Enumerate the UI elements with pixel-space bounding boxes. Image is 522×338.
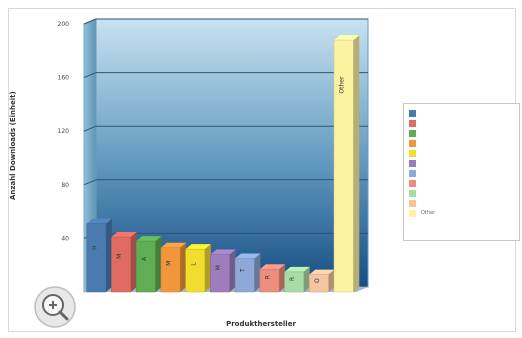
bar-front xyxy=(185,248,206,293)
bar-top xyxy=(210,249,236,255)
gridline-side xyxy=(83,72,97,79)
legend-item xyxy=(409,148,515,158)
bar-side xyxy=(303,266,310,292)
bar-label: R xyxy=(289,277,296,281)
bar-label: H xyxy=(91,245,98,250)
legend-item xyxy=(409,188,515,198)
bar-front xyxy=(309,274,329,293)
bar-side xyxy=(279,264,286,292)
zoom-in-icon[interactable] xyxy=(31,283,81,333)
bar-front xyxy=(284,271,305,293)
bar-side xyxy=(155,236,162,292)
bar-label: Other xyxy=(339,76,346,94)
legend-item xyxy=(409,168,515,178)
y-tick-label: 200 xyxy=(58,21,70,28)
legend-item xyxy=(409,128,515,138)
bar-top xyxy=(111,232,137,238)
legend-swatch xyxy=(409,199,416,207)
bar: O xyxy=(309,269,335,293)
bar-top xyxy=(309,269,335,275)
y-tick-label: 160 xyxy=(58,75,70,82)
bar-top xyxy=(235,253,261,259)
bar: M xyxy=(111,232,137,293)
bar-top xyxy=(284,266,310,272)
bar-front xyxy=(135,240,156,293)
bar-top xyxy=(86,218,113,224)
gridline-side xyxy=(83,179,97,186)
y-tick-label: 40 xyxy=(61,235,69,242)
bar-label: A xyxy=(141,256,148,261)
bar-top xyxy=(333,35,360,41)
bar: Other xyxy=(333,35,360,293)
legend-swatch xyxy=(409,109,416,117)
legend-item xyxy=(409,108,515,118)
bar-side xyxy=(204,244,211,292)
bar-top xyxy=(160,242,187,248)
legend-item xyxy=(409,158,515,168)
y-tick-label: 120 xyxy=(58,128,70,135)
bar-front xyxy=(234,258,255,293)
legend-swatch xyxy=(409,179,416,187)
bar: M xyxy=(210,249,236,293)
bar-top xyxy=(259,264,286,270)
y-tick-labels: 200 160 120 80 40 xyxy=(58,21,70,242)
bar-top xyxy=(185,244,211,250)
bar-side xyxy=(328,269,335,292)
bar-side xyxy=(130,232,137,292)
bar: R xyxy=(259,264,286,293)
bar-front xyxy=(111,236,131,293)
legend-swatch xyxy=(409,159,416,167)
bar: A xyxy=(135,236,162,293)
bar-label: M xyxy=(215,265,222,270)
bar-front xyxy=(160,247,181,293)
legend-item: Other xyxy=(409,208,515,218)
legend-swatch xyxy=(409,189,416,197)
legend-swatch xyxy=(409,139,416,147)
bar-side xyxy=(229,249,236,292)
bar-label: T xyxy=(240,268,247,273)
bar: L xyxy=(185,244,211,293)
bar-label: R xyxy=(264,275,271,279)
bars-layer: H M A M L M T R R O Other xyxy=(86,35,360,293)
bar: M xyxy=(160,242,187,293)
bar-top xyxy=(136,236,162,242)
legend-item xyxy=(409,118,515,128)
legend-label: Other xyxy=(421,210,436,216)
legend-item xyxy=(409,198,515,208)
bar-side xyxy=(254,253,261,292)
gridline-side xyxy=(83,125,97,132)
bar-label: M xyxy=(166,261,173,266)
bar-label: M xyxy=(116,254,123,259)
y-tick-label: 80 xyxy=(61,182,69,189)
bar-front xyxy=(259,268,280,293)
bar-front xyxy=(210,254,230,293)
bar-label: O xyxy=(314,278,321,283)
bar-side xyxy=(180,242,187,292)
gridline-side xyxy=(83,18,97,25)
bar-label: L xyxy=(190,262,197,266)
legend-swatch xyxy=(409,129,416,137)
x-axis-label: Produkthersteller xyxy=(226,320,296,328)
legend-item xyxy=(409,178,515,188)
bar-side xyxy=(353,35,360,292)
legend-swatch xyxy=(409,209,416,217)
legend-swatch xyxy=(409,169,416,177)
legend-swatch xyxy=(409,149,416,157)
bar: H xyxy=(86,218,113,293)
legend-item xyxy=(409,138,515,148)
bar-front xyxy=(333,39,354,293)
legend-list: Other xyxy=(409,108,515,218)
legend-swatch xyxy=(409,119,416,127)
bar-front xyxy=(86,223,107,293)
bar-side xyxy=(106,218,113,292)
bar: R xyxy=(284,266,310,293)
bar: T xyxy=(234,253,261,293)
y-axis-label: Anzahl Downloads (Einheit) xyxy=(9,91,17,200)
legend: Other xyxy=(403,103,520,241)
